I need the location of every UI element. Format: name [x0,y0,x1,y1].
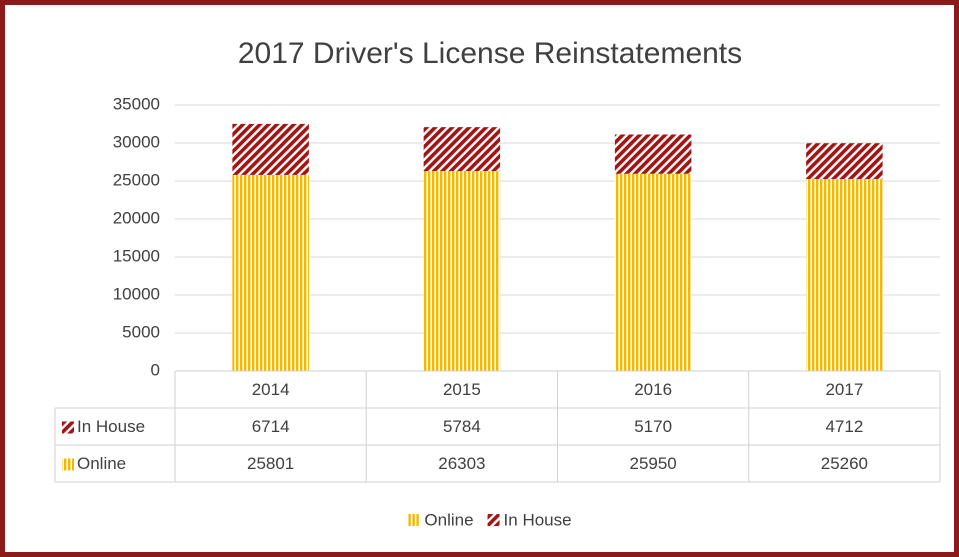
table-cell: 5784 [443,417,481,436]
row-label: In House [77,417,145,436]
table-cell: 26303 [438,454,485,473]
table-cell: 25801 [247,454,294,473]
x-tick-label: 2014 [252,380,290,399]
bar-segment [232,174,309,371]
bar-segment [423,127,501,172]
y-tick-label: 20000 [113,208,160,227]
y-tick-label: 15000 [113,246,160,265]
y-tick-label: 25000 [113,170,160,189]
table-cell: 6714 [252,417,290,436]
bar-segment [806,143,883,180]
bar-segment [806,179,883,371]
bar-segment [614,173,692,371]
x-tick-label: 2017 [825,380,863,399]
y-tick-label: 0 [151,360,160,379]
y-tick-label: 30000 [113,132,160,151]
table-cell: 25950 [629,454,676,473]
bar-segment [614,134,692,174]
table-cell: 4712 [825,417,863,436]
legend: Online In House [408,510,572,529]
table-cell: 25260 [821,454,868,473]
bar-segment [423,171,501,371]
legend-key [408,514,421,526]
legend-key [62,421,74,434]
legend-label: Online [424,510,473,529]
row-label: Online [77,454,126,473]
y-tick-label: 10000 [113,284,160,303]
x-tick-label: 2016 [634,380,672,399]
y-tick-label: 5000 [122,322,160,341]
chart-title: 2017 Driver's License Reinstatements [238,37,742,70]
legend-label: In House [504,510,572,529]
y-tick-label: 35000 [113,94,160,113]
table-cell: 5170 [634,417,672,436]
bar-segment [232,123,309,175]
legend-key [487,514,500,526]
x-tick-label: 2015 [443,380,481,399]
legend-key [62,458,74,471]
